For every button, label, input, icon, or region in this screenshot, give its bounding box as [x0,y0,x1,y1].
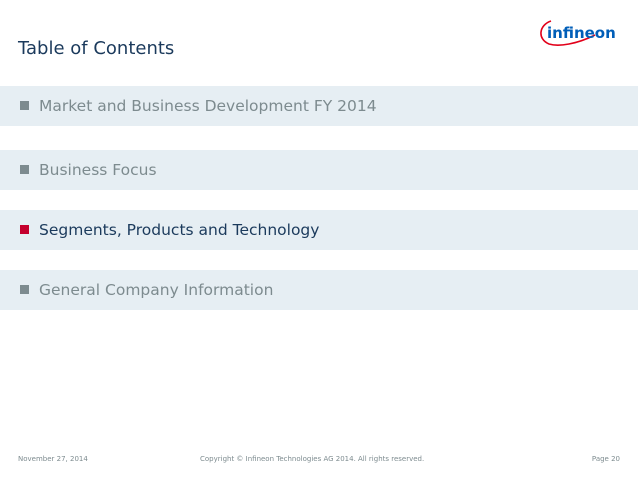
bullet-icon [20,165,29,174]
toc-item-label: Business Focus [39,161,157,179]
bullet-icon [20,101,29,110]
toc-item-market[interactable]: Market and Business Development FY 2014 [0,86,638,126]
infineon-logo: infineon [540,20,616,46]
toc-item-label: Segments, Products and Technology [39,221,320,239]
toc-item-segments[interactable]: Segments, Products and Technology [0,210,638,250]
toc-item-label: Market and Business Development FY 2014 [39,97,377,115]
toc-item-general[interactable]: General Company Information [0,270,638,310]
bullet-icon [20,285,29,294]
footer-page-number: Page 20 [591,455,620,463]
footer-date: November 27, 2014 [18,455,88,463]
footer-copyright: Copyright © Infineon Technologies AG 201… [200,455,425,463]
page-title: Table of Contents [18,38,175,59]
bullet-icon [20,225,29,234]
toc-item-business-focus[interactable]: Business Focus [0,150,638,190]
toc-item-label: General Company Information [39,281,274,299]
logo-text: infineon [547,24,616,42]
